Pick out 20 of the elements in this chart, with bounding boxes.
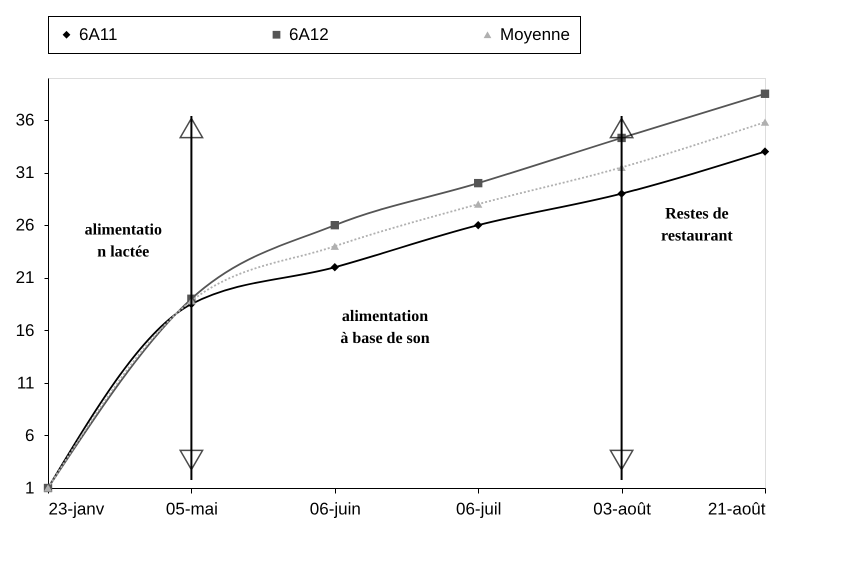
x-tick-label: 03-août bbox=[593, 500, 652, 518]
y-tick-label: 31 bbox=[16, 163, 34, 182]
x-tick-label: 05-mai bbox=[166, 500, 218, 518]
y-tick-label: 6 bbox=[25, 426, 34, 445]
legend-label: 6A11 bbox=[79, 24, 118, 44]
y-tick-label: 26 bbox=[16, 216, 34, 235]
annotation: Restes de restaurant bbox=[661, 205, 734, 244]
x-tick-label: 21-août bbox=[708, 500, 766, 518]
annotation: alimentation à base de son bbox=[340, 308, 430, 347]
legend-label: Moyenne bbox=[500, 24, 570, 44]
y-tick-label: 21 bbox=[16, 268, 34, 288]
x-tick-label: 06-juil bbox=[456, 500, 502, 518]
y-tick-label: 16 bbox=[16, 320, 34, 340]
x-tick-label: 06-juin bbox=[310, 500, 361, 518]
y-tick-label: 36 bbox=[16, 110, 34, 130]
y-tick-label: 1 bbox=[25, 478, 34, 498]
annotation: alimentatio n lactée bbox=[84, 222, 162, 261]
y-tick-label: 11 bbox=[16, 373, 34, 392]
x-tick-label: 23-janv bbox=[48, 500, 105, 518]
legend-label: 6A12 bbox=[289, 24, 329, 44]
